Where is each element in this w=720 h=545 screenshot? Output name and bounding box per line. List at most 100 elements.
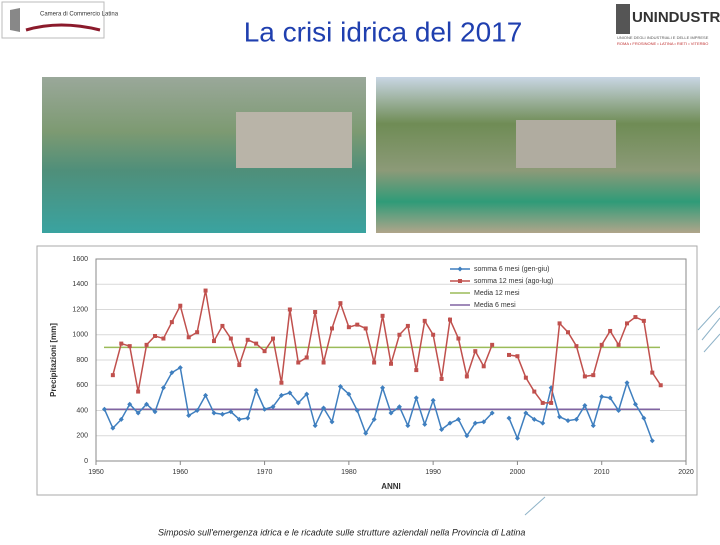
marker (590, 423, 596, 429)
marker (211, 410, 217, 416)
marker (549, 400, 554, 405)
marker (599, 394, 605, 400)
marker (591, 373, 596, 378)
marker (397, 332, 402, 337)
marker (186, 413, 192, 419)
marker (253, 387, 259, 393)
marker (304, 355, 309, 360)
marker (220, 323, 225, 328)
marker (414, 368, 419, 373)
marker (582, 402, 588, 408)
photo-house (236, 112, 352, 168)
marker (565, 418, 571, 424)
x-tick-label: 1980 (341, 469, 357, 476)
marker (262, 406, 268, 412)
marker (160, 385, 166, 391)
marker (338, 301, 343, 306)
marker (448, 317, 452, 322)
marker (329, 419, 335, 425)
marker (599, 342, 604, 347)
marker (481, 419, 487, 425)
x-tick-label: 1970 (257, 469, 273, 476)
marker (127, 344, 132, 349)
series-line (112, 290, 493, 392)
marker (236, 416, 242, 422)
marker (641, 415, 647, 421)
marker (136, 389, 141, 394)
plot-area (95, 258, 687, 462)
logo-icon (10, 8, 20, 32)
marker (296, 360, 301, 365)
marker (515, 354, 520, 359)
marker (632, 401, 638, 407)
marker (127, 401, 133, 407)
marker (532, 389, 537, 394)
marker (270, 404, 276, 410)
marker (608, 328, 613, 333)
legend-label: somma 12 mesi (ago-lug) (474, 278, 553, 285)
x-tick-label: 1990 (425, 469, 441, 476)
marker (321, 360, 326, 365)
x-tick-label: 1960 (172, 469, 188, 476)
marker (439, 426, 445, 432)
y-tick-label: 0 (84, 458, 88, 465)
marker (212, 339, 216, 344)
marker (287, 307, 292, 312)
marker (641, 318, 646, 323)
marker (354, 408, 360, 413)
marker (355, 322, 360, 327)
y-tick-label: 1600 (72, 256, 88, 263)
marker (464, 374, 469, 379)
marker (169, 320, 174, 325)
chart-frame (36, 245, 698, 496)
marker (456, 336, 461, 341)
marker (573, 416, 579, 422)
marker (557, 414, 563, 420)
marker (624, 380, 630, 386)
marker (557, 321, 562, 326)
marker (346, 391, 352, 397)
marker (396, 404, 402, 410)
logo-tagline: ROMA • FROSINONE • LATINA • RIETI • VITE… (617, 41, 708, 46)
y-axis-label: Precipitazioni [mm] (49, 323, 58, 397)
chart: 0 200 400 600 800 1000 1200 1400 1600 1950 1960 197… (49, 256, 694, 491)
decoration (524, 496, 546, 516)
marker (380, 385, 386, 391)
legend-label: Media 12 mesi (474, 290, 520, 297)
footer: Simposio sull'emergenza idrica e le rica… (158, 527, 525, 537)
marker (295, 400, 301, 406)
marker (481, 364, 486, 369)
marker (430, 397, 436, 403)
marker (203, 392, 209, 398)
marker (119, 341, 124, 346)
marker (566, 330, 570, 335)
logo-icon (616, 4, 630, 34)
marker (540, 420, 546, 426)
marker (110, 373, 115, 378)
marker (254, 341, 259, 346)
x-axis-label: ANNI (381, 482, 401, 491)
marker (203, 288, 208, 293)
marker (194, 408, 200, 413)
slide-title: La crisi idrica del 2017 (244, 16, 523, 47)
marker (363, 430, 369, 436)
marker (633, 315, 638, 320)
marker (405, 323, 410, 328)
logo-tagline: UNIONE DEGLI INDUSTRIALI E DELLE IMPRESE (617, 35, 709, 40)
y-tick-label: 800 (76, 357, 88, 364)
marker (152, 409, 158, 415)
marker (161, 336, 166, 341)
marker (490, 342, 495, 347)
marker (278, 392, 284, 398)
marker (473, 349, 478, 354)
y-tick-label: 400 (76, 407, 88, 414)
marker (523, 410, 529, 416)
marker (195, 330, 200, 335)
legend-label: Media 6 mesi (474, 302, 516, 309)
marker (389, 361, 393, 366)
marker (144, 342, 149, 347)
x-tick-label: 2000 (510, 469, 526, 476)
marker (337, 384, 343, 390)
marker (363, 326, 368, 331)
